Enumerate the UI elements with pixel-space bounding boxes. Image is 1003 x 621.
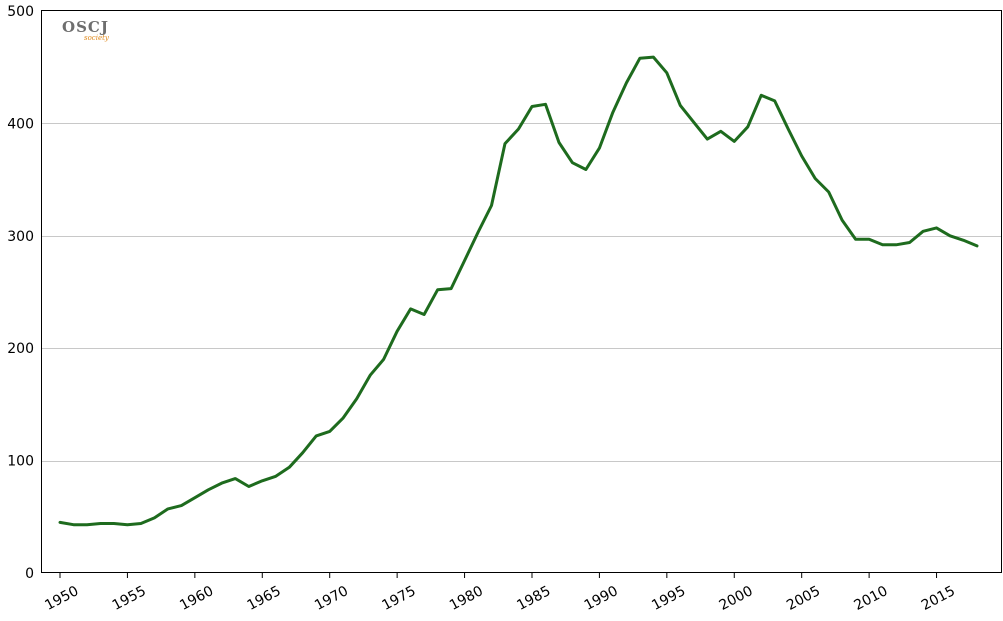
y-tick-label: 0 (25, 566, 34, 582)
series-layer (58, 55, 979, 527)
x-tick-label: 1955 (110, 583, 149, 614)
y-tick-label: 500 (7, 4, 34, 20)
plot-border (41, 10, 1002, 573)
x-tick-label: 2005 (784, 583, 823, 614)
x-tick-label: 2000 (717, 583, 756, 614)
logo: OSCJ society (62, 18, 110, 42)
x-tick-label: 2010 (852, 583, 891, 614)
y-axis-ticks: 0 100 200 300 400 500 (7, 4, 34, 582)
y-tick-label: 300 (7, 229, 34, 245)
x-tick-label: 1960 (177, 583, 216, 614)
logo-text: OSCJ (62, 18, 109, 36)
x-tick-label: 1990 (582, 583, 621, 614)
y-tick-label: 200 (7, 341, 34, 357)
logo-tagline: society (84, 34, 110, 42)
x-tick-label: 1980 (447, 583, 486, 614)
x-tick-label: 1995 (649, 583, 688, 614)
y-tick-label: 400 (7, 116, 34, 132)
x-axis-ticks: 1950 1955 1960 1965 1970 1975 1980 1985 1990 1995… (42, 573, 958, 614)
x-tick-label: 1975 (380, 583, 419, 614)
x-tick-label: 1950 (42, 583, 81, 614)
x-tick-label: 1965 (245, 583, 284, 614)
y-tick-label: 100 (7, 454, 34, 470)
x-tick-label: 1985 (514, 583, 553, 614)
x-tick-label: 1970 (312, 583, 351, 614)
x-tick-label: 2015 (919, 583, 958, 614)
